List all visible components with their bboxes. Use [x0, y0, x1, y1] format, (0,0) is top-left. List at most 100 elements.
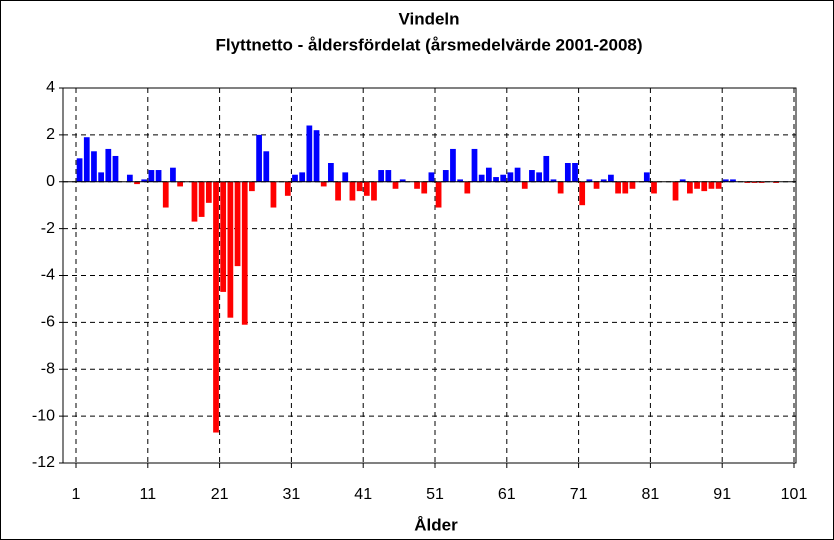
- bar: [328, 163, 334, 182]
- bar: [608, 174, 614, 182]
- bar: [284, 181, 291, 196]
- y-tick-label: -8: [41, 360, 55, 377]
- bar: [292, 174, 298, 182]
- bar: [758, 181, 765, 183]
- bar: [550, 179, 557, 182]
- bar: [493, 177, 499, 182]
- bar: [428, 172, 435, 182]
- x-axis-label: Ålder: [414, 515, 458, 534]
- bar: [112, 155, 119, 182]
- bar: [572, 163, 578, 182]
- bar: [313, 130, 320, 182]
- bar: [529, 170, 535, 182]
- bar: [349, 181, 356, 201]
- bar: [399, 179, 406, 182]
- bar: [213, 181, 219, 433]
- bar: [141, 179, 148, 182]
- bar: [378, 170, 385, 182]
- bar: [241, 181, 248, 325]
- bar: [76, 158, 83, 182]
- bar: [126, 174, 133, 182]
- bar: [435, 181, 442, 208]
- bar: [98, 172, 105, 182]
- bar: [234, 181, 241, 267]
- x-tick-label: 71: [570, 486, 588, 503]
- bar: [155, 170, 162, 182]
- bar: [170, 167, 176, 182]
- bar: [672, 181, 679, 201]
- y-tick-label: -4: [41, 267, 55, 284]
- bar: [514, 167, 521, 182]
- bar: [694, 181, 700, 189]
- bar: [299, 172, 306, 182]
- y-tick-label: -10: [32, 407, 55, 424]
- bar: [722, 179, 729, 182]
- y-tick-label: -12: [32, 454, 55, 471]
- bar: [91, 151, 97, 182]
- x-tick-label: 21: [211, 486, 229, 503]
- bar: [270, 181, 277, 208]
- bar: [730, 179, 736, 182]
- bar: [256, 134, 262, 182]
- bar: [363, 181, 370, 196]
- chart-subtitle: Flyttnetto - åldersfördelat (årsmedelvär…: [215, 35, 642, 54]
- bar: [600, 179, 607, 182]
- bar: [442, 170, 449, 182]
- bar: [385, 170, 392, 182]
- bar: [191, 181, 198, 222]
- chart-title: Vindeln: [398, 9, 459, 28]
- bar: [249, 181, 255, 192]
- bar: [148, 170, 155, 182]
- bar: [464, 181, 471, 194]
- bar: [392, 181, 399, 189]
- bar: [320, 181, 327, 187]
- bar: [593, 181, 600, 189]
- bar: [701, 181, 708, 192]
- bar: [773, 181, 779, 183]
- x-tick-label: 1: [72, 486, 81, 503]
- bar: [651, 181, 657, 194]
- x-tick-label: 51: [426, 486, 444, 503]
- bar: [83, 137, 90, 182]
- bar: [177, 181, 183, 187]
- bar: [521, 181, 528, 189]
- y-tick-label: 4: [46, 79, 55, 96]
- x-tick-label: 61: [498, 486, 516, 503]
- bar: [450, 148, 456, 182]
- bar: [751, 181, 758, 183]
- y-tick-label: 2: [46, 126, 55, 143]
- bar: [105, 148, 112, 182]
- y-tick-label: 0: [46, 173, 55, 190]
- bar: [536, 172, 542, 182]
- bar: [687, 181, 693, 194]
- x-tick-label: 11: [139, 486, 156, 503]
- bar: [220, 181, 227, 292]
- bar: [557, 181, 564, 194]
- bar: [478, 174, 485, 182]
- x-tick-label: 101: [781, 486, 808, 503]
- bar: [356, 181, 363, 192]
- bar: [643, 172, 650, 182]
- bar: [744, 181, 751, 183]
- bar: [543, 155, 550, 182]
- bar: [507, 172, 514, 182]
- bar: [586, 179, 593, 182]
- bar: [198, 181, 205, 217]
- x-tick-label: 81: [642, 486, 660, 503]
- bar: [457, 179, 464, 182]
- bar: [564, 163, 571, 182]
- bar: [205, 181, 212, 203]
- bar: [371, 181, 377, 201]
- bar: [708, 181, 715, 189]
- x-tick-label: 41: [354, 486, 372, 503]
- bar: [162, 181, 169, 208]
- bar: [134, 181, 140, 185]
- x-tick-label: 91: [713, 486, 731, 503]
- bar: [629, 181, 636, 189]
- plot-area: [62, 87, 797, 464]
- bar: [421, 181, 428, 194]
- bar: [715, 181, 722, 189]
- y-tick-label: -6: [41, 314, 55, 331]
- bar: [500, 174, 507, 182]
